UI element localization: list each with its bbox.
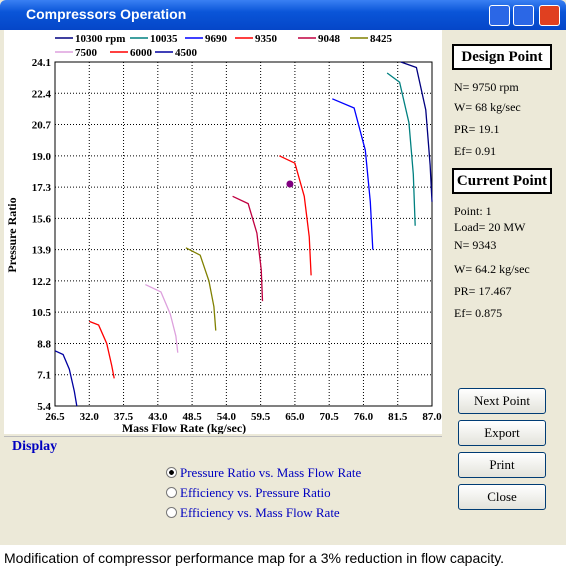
- chart: Mass Flow Rate (kg/sec) Pressure Ratio 5…: [4, 30, 442, 434]
- y-tick-label: 24.1: [32, 57, 51, 69]
- close-button[interactable]: Close: [458, 484, 546, 510]
- x-tick-label: 65.0: [285, 411, 305, 423]
- y-tick-label: 19.0: [32, 151, 52, 163]
- chart-background: [4, 30, 442, 434]
- export-button[interactable]: Export: [458, 420, 546, 446]
- y-tick-label: 12.2: [32, 276, 52, 288]
- speed-line: [400, 61, 433, 202]
- design-point-title: Design Point: [452, 44, 552, 70]
- y-tick-label: 5.4: [37, 401, 51, 413]
- speed-line: [54, 350, 78, 407]
- y-tick-label: 22.4: [32, 88, 52, 100]
- option-label[interactable]: Pressure Ratio vs. Mass Flow Rate: [180, 465, 362, 480]
- option-label[interactable]: Efficiency vs. Pressure Ratio: [180, 485, 331, 500]
- x-tick-label: 87.0: [422, 411, 442, 423]
- legend-label: 7500: [75, 47, 98, 59]
- y-tick-label: 8.8: [37, 338, 51, 350]
- option-label[interactable]: Efficiency vs. Mass Flow Rate: [180, 505, 340, 520]
- current-line: N= 9343: [454, 238, 497, 252]
- print-button[interactable]: Print: [458, 452, 546, 478]
- x-tick-label: 70.5: [320, 411, 340, 423]
- caption: Modification of compressor performance m…: [4, 550, 505, 566]
- current-line: PR= 17.467: [454, 284, 512, 298]
- speed-line: [279, 155, 312, 276]
- speed-line: [232, 195, 264, 302]
- current-line: Ef= 0.875: [454, 306, 503, 320]
- radio[interactable]: [166, 507, 177, 518]
- window: Compressors Operation Mass Flow Rate (kg…: [0, 0, 566, 545]
- x-tick-label: 48.5: [182, 411, 202, 423]
- legend-label: 9350: [255, 33, 278, 45]
- design-line: W= 68 kg/sec: [454, 100, 521, 114]
- current-line: W= 64.2 kg/sec: [454, 262, 530, 276]
- speed-line: [145, 284, 179, 353]
- y-tick-label: 13.9: [32, 245, 52, 257]
- y-tick-label: 7.1: [37, 370, 51, 382]
- x-tick-label: 32.0: [80, 411, 100, 423]
- maximize-button[interactable]: [513, 5, 534, 26]
- legend-label: 6000: [130, 47, 153, 59]
- side-panel: Design Point N= 9750 rpm W= 68 kg/sec PR…: [444, 30, 562, 540]
- next-point-button[interactable]: Next Point: [458, 388, 546, 414]
- x-tick-label: 26.5: [45, 411, 65, 423]
- design-line: PR= 19.1: [454, 122, 500, 136]
- y-tick-label: 20.7: [32, 120, 52, 132]
- x-tick-label: 37.5: [114, 411, 134, 423]
- legend-label: 9690: [205, 33, 228, 45]
- design-line: Ef= 0.91: [454, 144, 497, 158]
- window-title: Compressors Operation: [26, 6, 187, 22]
- current-line: Point: 1: [454, 204, 492, 218]
- x-tick-label: 76.0: [354, 411, 374, 423]
- speed-line: [386, 72, 416, 226]
- legend-label: 8425: [370, 33, 393, 45]
- speed-line: [185, 247, 217, 331]
- x-tick-label: 43.0: [148, 411, 168, 423]
- minimize-button[interactable]: [489, 5, 510, 26]
- speed-line: [332, 98, 374, 250]
- title-bar: Compressors Operation: [0, 0, 566, 30]
- y-axis-label: Pressure Ratio: [5, 197, 19, 272]
- y-tick-label: 17.3: [32, 182, 52, 194]
- display-title: Display: [12, 439, 58, 454]
- display-group: Display Pressure Ratio vs. Mass Flow Rat…: [4, 436, 442, 541]
- operating-point: [286, 180, 294, 188]
- y-tick-label: 10.5: [32, 307, 52, 319]
- radio[interactable]: [166, 487, 177, 498]
- x-tick-label: 54.0: [217, 411, 237, 423]
- legend-label: 10300 rpm: [75, 33, 125, 45]
- x-tick-label: 81.5: [388, 411, 408, 423]
- legend-label: 10035: [150, 33, 178, 45]
- x-tick-label: 59.5: [251, 411, 271, 423]
- legend-label: 9048: [318, 33, 341, 45]
- speed-line: [89, 320, 115, 379]
- y-tick-label: 15.6: [32, 213, 52, 225]
- current-point-title: Current Point: [452, 168, 552, 194]
- design-line: N= 9750 rpm: [454, 80, 519, 94]
- current-line: Load= 20 MW: [454, 220, 526, 234]
- legend-label: 4500: [175, 47, 198, 59]
- close-window-button[interactable]: [539, 5, 560, 26]
- plot-frame: [54, 61, 433, 407]
- radio[interactable]: [166, 467, 177, 478]
- x-axis-label: Mass Flow Rate (kg/sec): [122, 421, 246, 434]
